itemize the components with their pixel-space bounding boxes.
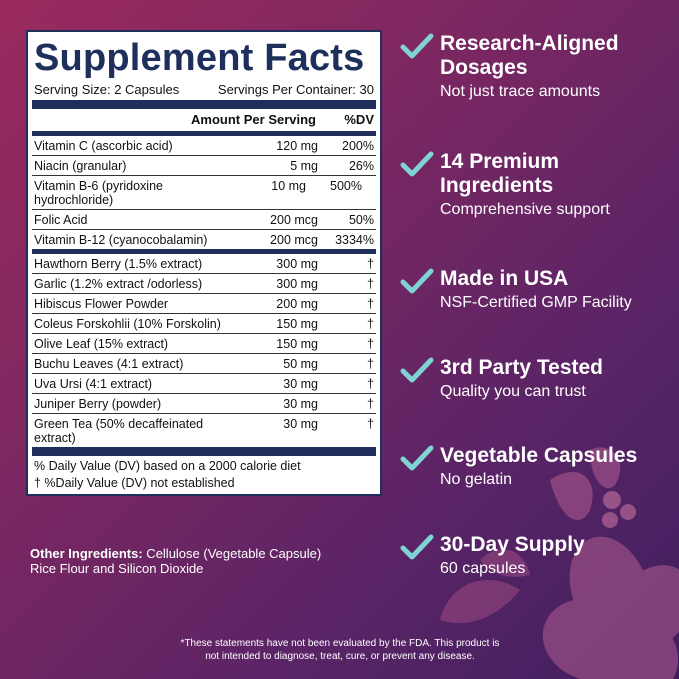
divider-medium: [32, 249, 376, 254]
feature-subtitle: Comprehensive support: [440, 201, 610, 218]
group2-rows: Hawthorn Berry (1.5% extract) 300 mg † Gar…: [32, 254, 376, 447]
feature-subtitle: Not just trace amounts: [440, 83, 601, 100]
feature-subtitle: Quality you can trust: [440, 383, 586, 400]
table-row: Hawthorn Berry (1.5% extract) 300 mg †: [32, 254, 376, 274]
serving-info: Serving Size: 2 Capsules Servings Per Co…: [32, 82, 376, 97]
feature-title: 14 Premium: [440, 150, 560, 173]
feature-made-in-usa: Made in USA NSF-Certified GMP Facility: [400, 267, 675, 313]
footnote-not-established: † %Daily Value (DV) not established: [34, 476, 235, 490]
other-ingredients-label: Other Ingredients:: [30, 546, 143, 561]
serving-size: Serving Size: 2 Capsules: [34, 82, 180, 97]
checkmark-icon: [400, 357, 434, 383]
table-row: Folic Acid 200 mcg 50%: [32, 210, 376, 230]
hibiscus-flower-decoration: [542, 447, 679, 679]
fda-disclaimer: *These statements have not been evaluate…: [150, 637, 530, 663]
divider-thick: [32, 100, 376, 109]
table-row: Garlic (1.2% extract /odorless) 300 mg †: [32, 274, 376, 294]
amount-header: Amount Per Serving: [191, 112, 316, 127]
feature-title-line2: Ingredients: [440, 174, 554, 197]
servings-per-container: Servings Per Container: 30: [217, 82, 374, 97]
feature-subtitle: NSF-Certified GMP Facility: [440, 294, 632, 311]
table-row: Vitamin B-6 (pyridoxine hydrochloride) 10…: [32, 176, 376, 210]
table-row: Hibiscus Flower Powder 200 mg †: [32, 294, 376, 314]
feature-title: 30-Day Supply: [440, 533, 585, 556]
table-row: Juniper Berry (powder) 30 mg †: [32, 394, 376, 414]
feature-premium-ingredients: 14 Premium Ingredients Comprehensive sup…: [400, 150, 675, 220]
feature-third-party-tested: 3rd Party Tested Quality you can trust: [400, 356, 675, 402]
supplement-facts-panel: Supplement Facts Serving Size: 2 Capsule…: [26, 30, 382, 496]
feature-research-aligned: Research-Aligned Dosages Not just trace …: [400, 32, 675, 102]
checkmark-icon: [400, 151, 434, 177]
feature-30-day-supply: 30-Day Supply 60 capsules: [400, 533, 675, 579]
table-row: Niacin (granular) 5 mg 26%: [32, 156, 376, 176]
table-row: Olive Leaf (15% extract) 150 mg †: [32, 334, 376, 354]
divider-thick: [32, 447, 376, 456]
table-row: Vitamin C (ascorbic acid) 120 mg 200%: [32, 136, 376, 156]
disclaimer-line1: *These statements have not been evaluate…: [180, 638, 500, 649]
feature-subtitle: 60 capsules: [440, 560, 526, 577]
checkmark-icon: [400, 445, 434, 471]
feature-title-line2: Dosages: [440, 56, 528, 79]
other-ingredients-text2: Rice Flour and Silicon Dioxide: [30, 561, 204, 576]
table-row: Uva Ursi (4:1 extract) 30 mg †: [32, 374, 376, 394]
berry-leaf-decoration: [440, 549, 530, 624]
dv-header: %DV: [344, 112, 374, 127]
disclaimer-line2: not intended to diagnose, treat, cure, o…: [205, 651, 475, 662]
checkmark-icon: [400, 33, 434, 59]
table-row: Vitamin B-12 (cyanocobalamin) 200 mcg 3334…: [34, 233, 374, 247]
feature-title: Research-Aligned: [440, 32, 619, 55]
feature-vegetable-capsules: Vegetable Capsules No gelatin: [400, 444, 675, 490]
feature-title: 3rd Party Tested: [440, 356, 604, 379]
checkmark-icon: [400, 268, 434, 294]
feature-subtitle: No gelatin: [440, 471, 513, 488]
feature-title: Vegetable Capsules: [440, 444, 638, 467]
table-row: Buchu Leaves (4:1 extract) 50 mg †: [32, 354, 376, 374]
checkmark-icon: [400, 534, 434, 560]
column-headers: Amount Per Serving %DV: [32, 109, 376, 136]
footnote-daily-value: % Daily Value (DV) based on a 2000 calor…: [34, 459, 301, 473]
table-row: Green Tea (50% decaffeinated extract) 30 …: [34, 417, 374, 445]
feature-title: Made in USA: [440, 267, 569, 290]
panel-title: Supplement Facts: [34, 37, 365, 79]
other-ingredients-text1: Cellulose (Vegetable Capsule): [142, 546, 322, 561]
table-row: Coleus Forskohlii (10% Forskolin) 150 mg †: [32, 314, 376, 334]
other-ingredients: Other Ingredients: Cellulose (Vegetable …: [30, 546, 360, 576]
group1-rows: Vitamin C (ascorbic acid) 120 mg 200% Niac…: [32, 136, 376, 249]
